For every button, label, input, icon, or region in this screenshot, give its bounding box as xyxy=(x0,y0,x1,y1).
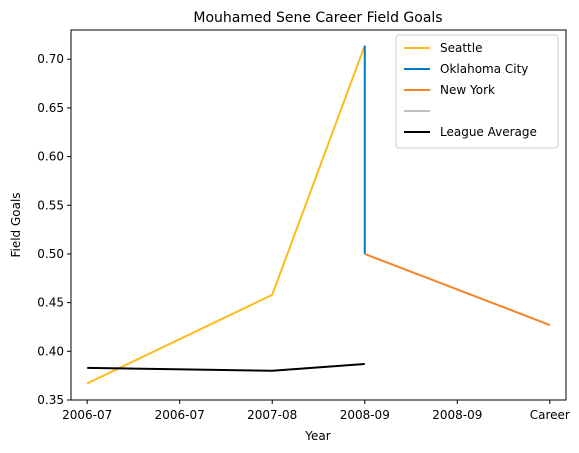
legend-label: League Average xyxy=(440,125,537,139)
y-tick-label: 0.45 xyxy=(37,296,64,310)
x-tick-label: 2008-09 xyxy=(340,408,390,422)
legend-label: Oklahoma City xyxy=(440,62,528,76)
x-tick-label: 2006-07 xyxy=(155,408,205,422)
y-tick-label: 0.40 xyxy=(37,344,64,358)
plot-area xyxy=(86,45,551,385)
series-line-new-york xyxy=(364,253,551,326)
legend-box xyxy=(395,34,559,149)
series-line-seattle xyxy=(86,45,366,385)
legend: Seattle Oklahoma City New York League Avera… xyxy=(395,34,559,149)
chart-title: Mouhamed Sene Career Field Goals xyxy=(193,10,442,26)
y-tick-label: 0.65 xyxy=(37,101,64,115)
axes: 0.35 0.40 0.45 0.50 0.55 0.60 0.65 0.70 2006-07 2… xyxy=(37,29,570,422)
x-tick-label: 2008-09 xyxy=(432,408,482,422)
legend-label: Seattle xyxy=(440,41,482,55)
y-tick-label: 0.55 xyxy=(37,198,64,212)
y-tick-label: 0.60 xyxy=(37,150,64,164)
y-tick-label: 0.50 xyxy=(37,247,64,261)
axes-frame xyxy=(70,29,567,401)
x-tick-label: 2007-08 xyxy=(247,408,297,422)
series-line-league-average xyxy=(87,362,365,372)
y-tick-label: 0.35 xyxy=(37,393,64,407)
legend-label: New York xyxy=(440,83,495,97)
x-tick-label: 2006-07 xyxy=(62,408,112,422)
x-tick-label: Career xyxy=(530,408,570,422)
x-axis-label: Year xyxy=(304,429,330,443)
y-axis-label: Field Goals xyxy=(9,192,23,257)
y-tick-label: 0.70 xyxy=(37,52,64,66)
